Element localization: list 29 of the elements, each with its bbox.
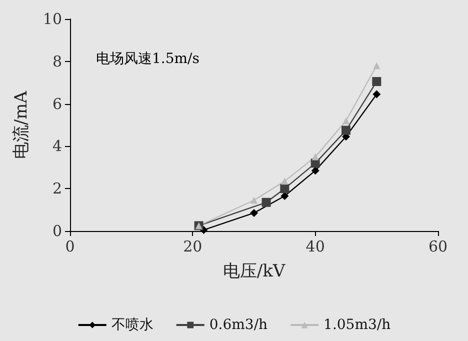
point — [342, 126, 350, 135]
x-tick-label: 60 — [428, 238, 448, 256]
x-tick-label: 0 — [65, 238, 75, 256]
point — [281, 178, 288, 185]
y-tick-label: 0 — [52, 222, 62, 240]
point — [311, 166, 320, 175]
x-tick-label: 20 — [183, 238, 202, 256]
point — [312, 153, 319, 160]
point — [372, 77, 382, 86]
point — [342, 117, 350, 124]
y-tick-label: 10 — [42, 10, 62, 28]
y-tick-label: 4 — [52, 137, 62, 156]
x-axis-title: 电压/kV — [222, 262, 286, 282]
y-tick-label: 8 — [52, 52, 62, 70]
point — [262, 198, 271, 207]
y-axis-title: 电流/mA — [12, 90, 32, 160]
point — [280, 192, 289, 200]
y-tick-label: 2 — [52, 180, 62, 198]
x-tick-label: 40 — [306, 238, 325, 256]
point — [250, 196, 258, 204]
point — [250, 208, 258, 217]
legend-label: 0.6m3/h — [209, 317, 268, 333]
y-tick-label: 6 — [52, 94, 62, 113]
point — [373, 62, 380, 70]
legend-label: 1.05m3/h — [324, 317, 391, 333]
legend-label: 不喷水 — [111, 317, 154, 333]
annotation: 电场风速1.5m/s — [96, 51, 200, 67]
point — [372, 90, 381, 98]
point — [280, 184, 290, 194]
